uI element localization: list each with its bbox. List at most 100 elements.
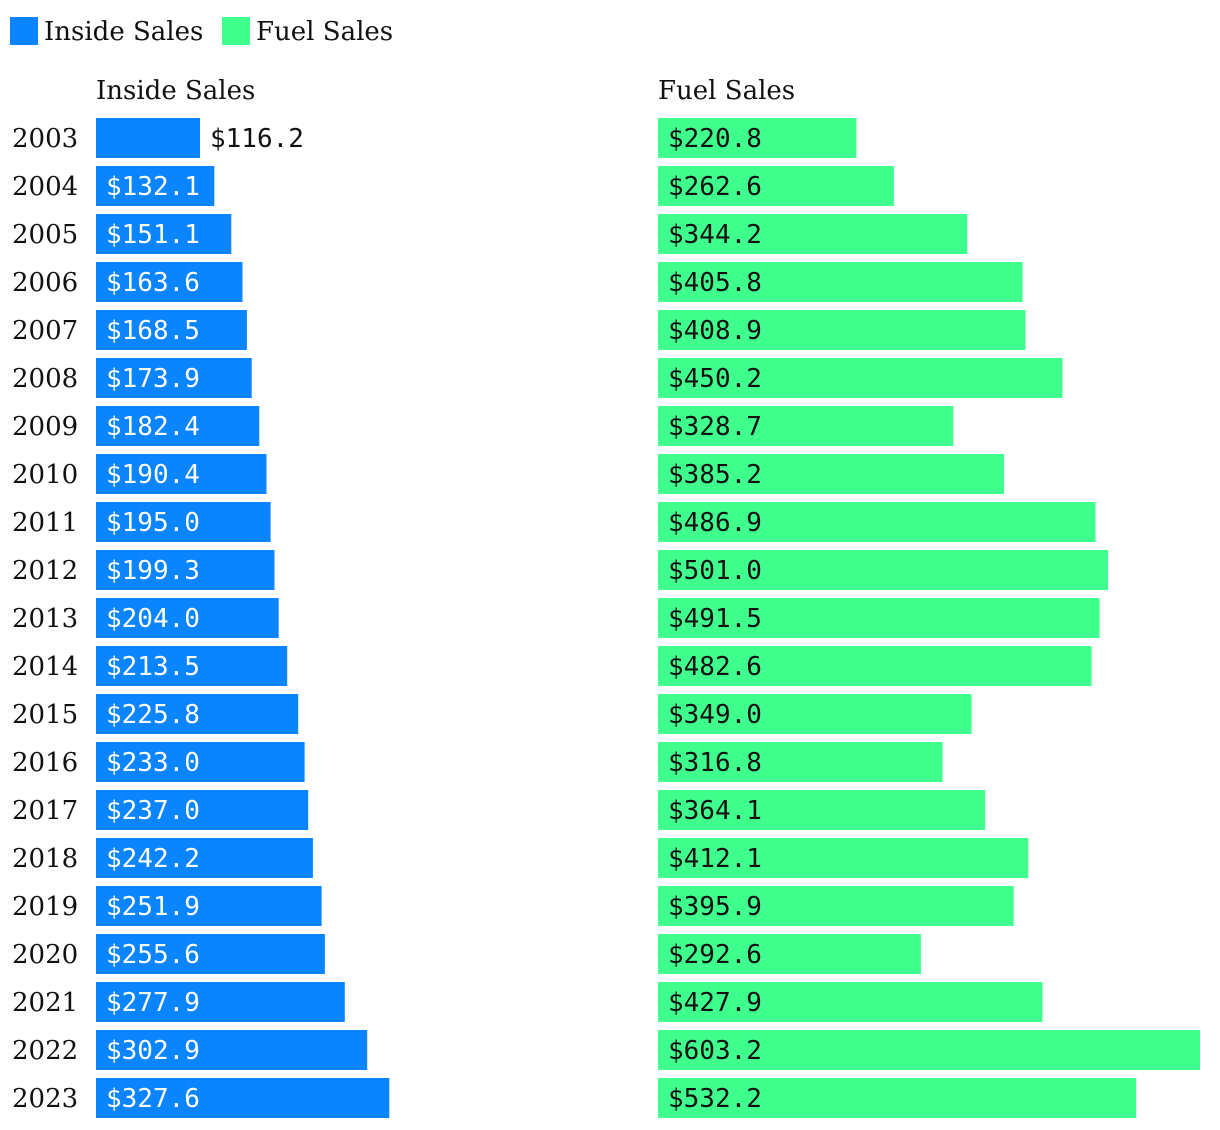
inside-sales-bar-2006	[96, 262, 243, 302]
inside-sales-bar-2010	[96, 454, 267, 494]
fuel-sales-bar-2020	[658, 934, 921, 974]
inside-sales-value-2021: $277.9	[106, 988, 200, 1018]
year-label-2010: 2010	[12, 460, 78, 490]
year-label-2004: 2004	[12, 172, 78, 202]
fuel-sales-value-2018: $412.1	[668, 844, 762, 874]
inside-sales-value-2023: $327.6	[106, 1084, 200, 1114]
year-label-2019: 2019	[12, 892, 78, 922]
fuel-sales-value-2015: $349.0	[668, 700, 762, 730]
inside-sales-bar-2005	[96, 214, 232, 254]
year-label-2005: 2005	[12, 220, 78, 250]
inside-sales-value-2008: $173.9	[106, 364, 200, 394]
inside-sales-bar-2022	[96, 1030, 368, 1070]
inside-sales-value-2017: $237.0	[106, 796, 200, 826]
fuel-sales-bar-2005	[658, 214, 968, 254]
fuel-sales-bar-2008	[658, 358, 1063, 398]
inside-sales-panel: $116.2 $132.1 $151.1 $163.6 $168.5 $173.9 $182…	[96, 118, 390, 1118]
year-label-2018: 2018	[12, 844, 78, 874]
year-label-2007: 2007	[12, 316, 78, 346]
year-label-2017: 2017	[12, 796, 78, 826]
year-label-2022: 2022	[12, 1036, 78, 1066]
year-label-2008: 2008	[12, 364, 78, 394]
fuel-sales-value-2004: $262.6	[668, 172, 762, 202]
inside-sales-bar-2023	[96, 1078, 390, 1118]
year-label-2011: 2011	[12, 508, 78, 538]
inside-sales-value-2014: $213.5	[106, 652, 200, 682]
inside-sales-bar-2016	[96, 742, 305, 782]
fuel-sales-bar-2016	[658, 742, 943, 782]
fuel-sales-value-2009: $328.7	[668, 412, 762, 442]
fuel-sales-bar-2004	[658, 166, 894, 206]
year-label-2012: 2012	[12, 556, 78, 586]
fuel-sales-value-2016: $316.8	[668, 748, 762, 778]
panel-titles: Inside Sales Fuel Sales	[96, 76, 795, 106]
fuel-sales-value-2006: $405.8	[668, 268, 762, 298]
fuel-sales-value-2007: $408.9	[668, 316, 762, 346]
inside-sales-bar-2014	[96, 646, 288, 686]
fuel-sales-value-2023: $532.2	[668, 1084, 762, 1114]
fuel-sales-value-2008: $450.2	[668, 364, 762, 394]
inside-sales-bar-2021	[96, 982, 345, 1022]
fuel-sales-value-2017: $364.1	[668, 796, 762, 826]
fuel-sales-bar-2009	[658, 406, 954, 446]
inside-sales-value-2010: $190.4	[106, 460, 200, 490]
fuel-sales-value-2005: $344.2	[668, 220, 762, 250]
inside-sales-value-2011: $195.0	[106, 508, 200, 538]
inside-sales-value-2005: $151.1	[106, 220, 200, 250]
inside-sales-bar-2009	[96, 406, 260, 446]
legend-swatch-fuel-sales	[222, 17, 250, 45]
inside-sales-bar-2011	[96, 502, 271, 542]
inside-sales-bar-2012	[96, 550, 275, 590]
inside-sales-bar-2004	[96, 166, 215, 206]
inside-sales-bar-2019	[96, 886, 322, 926]
year-label-2015: 2015	[12, 700, 78, 730]
fuel-sales-bar-2018	[658, 838, 1029, 878]
inside-sales-bar-2007	[96, 310, 247, 350]
panel-title-fuel-sales: Fuel Sales	[658, 76, 795, 106]
fuel-sales-value-2010: $385.2	[668, 460, 762, 490]
fuel-sales-bar-2013	[658, 598, 1100, 638]
inside-sales-value-2013: $204.0	[106, 604, 200, 634]
legend: Inside Sales Fuel Sales	[10, 17, 393, 47]
fuel-sales-value-2022: $603.2	[668, 1036, 762, 1066]
year-label-2016: 2016	[12, 748, 78, 778]
fuel-sales-bar-2017	[658, 790, 986, 830]
fuel-sales-bar-2011	[658, 502, 1096, 542]
fuel-sales-bar-2010	[658, 454, 1005, 494]
fuel-sales-value-2020: $292.6	[668, 940, 762, 970]
inside-sales-bar-2018	[96, 838, 313, 878]
legend-label-inside-sales: Inside Sales	[44, 17, 203, 47]
inside-sales-value-2018: $242.2	[106, 844, 200, 874]
inside-sales-value-2012: $199.3	[106, 556, 200, 586]
inside-sales-bar-2017	[96, 790, 309, 830]
year-label-2020: 2020	[12, 940, 78, 970]
inside-sales-value-2022: $302.9	[106, 1036, 200, 1066]
fuel-sales-bar-2021	[658, 982, 1043, 1022]
year-label-2014: 2014	[12, 652, 78, 682]
inside-sales-value-2019: $251.9	[106, 892, 200, 922]
fuel-sales-bar-2019	[658, 886, 1014, 926]
fuel-sales-value-2021: $427.9	[668, 988, 762, 1018]
inside-sales-bar-2020	[96, 934, 325, 974]
year-label-2009: 2009	[12, 412, 78, 442]
inside-sales-bar-2003	[96, 118, 200, 158]
fuel-sales-bar-2003	[658, 118, 857, 158]
inside-sales-value-2009: $182.4	[106, 412, 200, 442]
fuel-sales-bar-2006	[658, 262, 1023, 302]
inside-sales-value-2007: $168.5	[106, 316, 200, 346]
year-label-2021: 2021	[12, 988, 78, 1018]
inside-sales-bar-2013	[96, 598, 279, 638]
inside-sales-value-2016: $233.0	[106, 748, 200, 778]
fuel-sales-bar-2014	[658, 646, 1092, 686]
inside-sales-bar-2008	[96, 358, 252, 398]
inside-sales-value-2004: $132.1	[106, 172, 200, 202]
fuel-sales-value-2012: $501.0	[668, 556, 762, 586]
fuel-sales-bar-2012	[658, 550, 1109, 590]
fuel-sales-panel: $220.8 $262.6 $344.2 $405.8 $408.9 $450.2 $328…	[658, 118, 1200, 1118]
year-label-2003: 2003	[12, 124, 78, 154]
legend-label-fuel-sales: Fuel Sales	[256, 17, 393, 47]
fuel-sales-value-2013: $491.5	[668, 604, 762, 634]
fuel-sales-bar-2015	[658, 694, 972, 734]
inside-sales-value-2020: $255.6	[106, 940, 200, 970]
